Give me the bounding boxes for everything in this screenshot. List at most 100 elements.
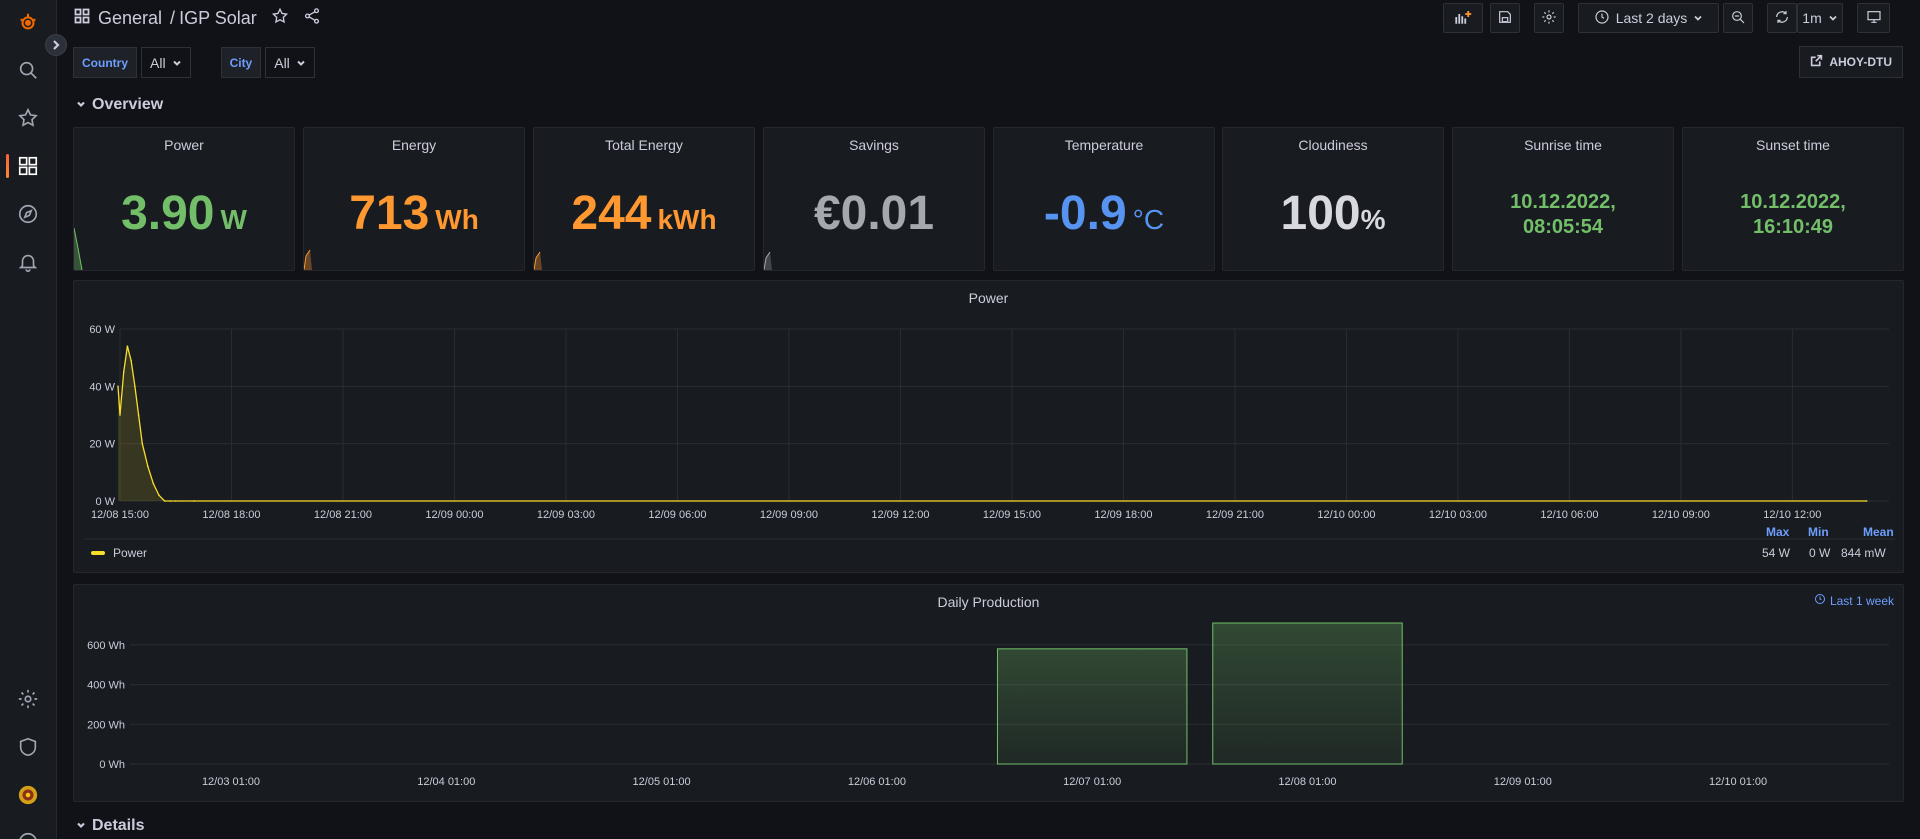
share-icon[interactable] [303,7,321,30]
legend-swatch [91,551,105,555]
clock-icon [1594,9,1610,28]
x-tick-label: 12/10 01:00 [1709,776,1767,788]
bar-12070100 [996,648,1188,765]
add-panel-button[interactable] [1443,3,1483,33]
variable-select-country[interactable]: All [141,47,191,78]
panel-title: Daily Production [937,594,1040,610]
expand-sidebar-button[interactable] [45,34,67,56]
daily-production-chart: 0 Wh 200 Wh 400 Wh 600 Wh 12/03 01:00 12/04 0… [87,622,1889,788]
stat-number: €0.01 [813,187,935,240]
x-tick-label: 12/04 01:00 [417,776,475,788]
series-area-power [118,346,1867,501]
stat-panel-cloudiness[interactable]: Cloudiness 100% [1222,127,1444,271]
panel-title: Temperature [1064,137,1144,153]
x-tick-label: 12/10 03:00 [1429,509,1487,521]
stat-panel-power[interactable]: Power 3.90 W [73,127,295,271]
stat-panel-temperature[interactable]: Temperature -0.9 °C [993,127,1215,271]
sparkline [534,251,542,270]
data-point-power [152,483,155,485]
dashboard-title[interactable]: IGP Solar [179,8,257,28]
daily-production-panel[interactable]: Daily Production Last 1 week 0 Wh 200 Wh 4… [73,584,1904,802]
stat-value: 244 kWh [534,186,754,241]
bar-12080100 [1212,622,1403,765]
stat-number: -0.9 [1043,187,1127,240]
monitor-icon [1866,9,1882,28]
starred-icon[interactable] [14,104,42,132]
x-tick-label: 12/06 01:00 [848,776,906,788]
search-icon[interactable] [14,56,42,84]
chevron-down-icon [1828,10,1838,26]
time-range-label: Last 2 days [1615,10,1688,26]
chevron-down-icon [296,55,306,71]
time-range-picker[interactable]: Last 2 days [1578,3,1719,33]
legend-header-max[interactable]: Max [1766,525,1790,539]
y-tick-label: 20 W [89,439,115,451]
y-tick-label: 0 W [95,496,115,508]
panel-title: Sunset time [1756,137,1830,153]
server-admin-shield-icon[interactable] [14,733,42,761]
refresh-icon [1774,9,1790,28]
data-point-power [137,414,140,416]
ahoy-dtu-label: AHOY-DTU [1829,55,1892,69]
x-tick-label: 12/08 01:00 [1278,776,1336,788]
stat-unit: kWh [657,204,717,235]
breadcrumb-separator: / [170,8,176,28]
stat-value: €0.01 [764,186,984,241]
breadcrumb-folder[interactable]: General [98,8,163,28]
tv-mode-button[interactable] [1857,3,1890,33]
x-tick-label: 12/10 06:00 [1540,509,1598,521]
stat-date: 10.12.2022, [1510,191,1616,213]
explore-icon[interactable] [14,200,42,228]
topbar: General / IGP Solar Last 2 days 1m [57,0,1920,36]
dashboards-icon[interactable] [14,152,42,180]
stat-panel-savings[interactable]: Savings €0.01 [763,127,985,271]
chevron-down-icon [1693,10,1703,26]
legend-value-min: 0 W [1809,546,1831,560]
power-timeseries-panel[interactable]: Power 0 W 20 W 40 W 60 W 12/08 15:00 12/08 18… [73,280,1904,573]
zoom-out-button[interactable] [1723,3,1753,33]
zoom-out-icon [1730,9,1746,28]
refresh-interval-label: 1m [1802,10,1822,26]
stat-panel-sunrise-time[interactable]: Sunrise time 10.12.2022, 08:05:54 [1452,127,1674,271]
legend-item-power[interactable]: Power [91,546,147,560]
refresh-interval-picker[interactable]: 1m [1797,3,1843,33]
dashboard-settings-button[interactable] [1534,3,1564,33]
stat-time: 08:05:54 [1522,216,1604,238]
stat-panel-energy[interactable]: Energy 713 Wh [303,127,525,271]
variable-label-city: City [220,47,262,78]
x-tick-label: 12/10 09:00 [1652,509,1710,521]
stat-panel-sunset-time[interactable]: Sunset time 10.12.2022, 16:10:49 [1682,127,1904,271]
legend-header-mean[interactable]: Mean [1863,525,1894,539]
configuration-gear-icon[interactable] [14,685,42,713]
y-tick-label: 600 Wh [87,640,125,652]
template-variables: Country All City All [73,47,345,78]
data-point-power [141,442,144,445]
stat-value: 10.12.2022, 16:10:49 [1683,190,1903,240]
chevron-down-icon [76,96,86,114]
favorite-star-icon[interactable] [271,7,289,30]
x-tick-label: 12/09 03:00 [537,509,595,521]
y-tick-label: 200 Wh [87,719,125,731]
panel-title: Power [968,290,1009,306]
variable-label-country: Country [73,47,137,78]
data-point-power [130,359,132,362]
x-tick-label: 12/03 01:00 [202,776,260,788]
x-tick-label: 12/10 12:00 [1763,509,1821,521]
sparkline [304,249,312,270]
save-dashboard-button[interactable] [1490,3,1520,33]
stat-unit: °C [1132,204,1165,235]
stat-panel-total-energy[interactable]: Total Energy 244 kWh [533,127,755,271]
row-overview[interactable]: Overview [76,96,163,114]
variable-select-city[interactable]: All [265,47,315,78]
add-panel-icon [1452,8,1474,29]
ahoy-dtu-link[interactable]: AHOY-DTU [1799,46,1903,78]
external-link-icon [1810,54,1823,70]
refresh-button[interactable] [1767,3,1797,33]
legend-header-min[interactable]: Min [1808,525,1829,539]
row-details[interactable]: Details [76,817,144,835]
grafana-logo-icon[interactable] [14,8,42,36]
alerting-bell-icon[interactable] [14,248,42,276]
data-point-power [119,414,121,416]
user-avatar[interactable] [14,781,42,809]
help-icon[interactable] [14,828,42,839]
